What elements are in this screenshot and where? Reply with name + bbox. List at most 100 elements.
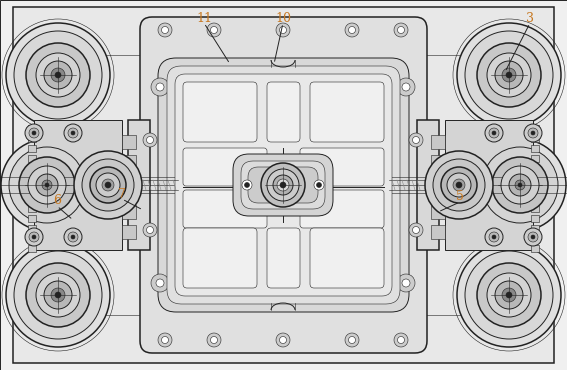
- Circle shape: [518, 183, 522, 187]
- Bar: [28, 245, 36, 252]
- Circle shape: [32, 235, 36, 239]
- Bar: [531, 145, 539, 152]
- Circle shape: [151, 274, 169, 292]
- Circle shape: [51, 288, 65, 302]
- Circle shape: [102, 179, 114, 191]
- Circle shape: [162, 27, 168, 34]
- Bar: [28, 235, 36, 242]
- Text: 7: 7: [118, 188, 126, 201]
- Circle shape: [485, 228, 503, 246]
- FancyBboxPatch shape: [167, 66, 400, 304]
- FancyBboxPatch shape: [267, 82, 300, 142]
- Circle shape: [487, 273, 531, 317]
- Bar: [122, 135, 136, 149]
- Circle shape: [36, 53, 80, 97]
- Bar: [28, 165, 36, 172]
- Circle shape: [44, 281, 72, 309]
- Bar: [531, 235, 539, 242]
- Circle shape: [14, 31, 102, 119]
- Circle shape: [397, 27, 404, 34]
- Circle shape: [44, 61, 72, 89]
- Circle shape: [244, 182, 249, 188]
- Circle shape: [501, 166, 539, 204]
- Circle shape: [531, 235, 535, 239]
- Circle shape: [151, 78, 169, 96]
- Circle shape: [156, 83, 164, 91]
- Circle shape: [413, 137, 420, 144]
- Circle shape: [474, 139, 566, 231]
- Bar: [531, 225, 539, 232]
- Circle shape: [162, 336, 168, 343]
- FancyBboxPatch shape: [267, 228, 300, 288]
- Circle shape: [482, 147, 558, 223]
- Circle shape: [492, 157, 548, 213]
- Circle shape: [509, 174, 531, 196]
- Circle shape: [158, 333, 172, 347]
- Circle shape: [267, 169, 299, 201]
- Circle shape: [210, 27, 218, 34]
- Circle shape: [210, 336, 218, 343]
- Circle shape: [29, 232, 39, 242]
- Circle shape: [143, 223, 157, 237]
- Bar: [28, 125, 36, 132]
- Circle shape: [68, 128, 78, 138]
- Bar: [122, 205, 136, 219]
- Circle shape: [402, 279, 410, 287]
- Circle shape: [276, 23, 290, 37]
- Circle shape: [524, 124, 542, 142]
- Circle shape: [402, 83, 410, 91]
- FancyBboxPatch shape: [310, 82, 384, 142]
- Circle shape: [457, 23, 561, 127]
- FancyBboxPatch shape: [183, 82, 257, 142]
- Circle shape: [457, 243, 561, 347]
- Bar: [445, 120, 533, 250]
- FancyBboxPatch shape: [183, 148, 267, 186]
- Circle shape: [68, 232, 78, 242]
- Circle shape: [26, 263, 90, 327]
- Bar: [28, 225, 36, 232]
- Circle shape: [90, 167, 126, 203]
- Bar: [431, 205, 445, 219]
- Circle shape: [349, 27, 356, 34]
- Circle shape: [506, 72, 512, 78]
- Circle shape: [82, 159, 134, 211]
- Circle shape: [51, 68, 65, 82]
- Circle shape: [207, 23, 221, 37]
- Circle shape: [42, 180, 52, 190]
- Circle shape: [25, 228, 43, 246]
- Circle shape: [36, 273, 80, 317]
- Circle shape: [143, 133, 157, 147]
- Circle shape: [14, 251, 102, 339]
- Circle shape: [316, 182, 321, 188]
- Bar: [531, 205, 539, 212]
- Circle shape: [492, 131, 496, 135]
- Circle shape: [6, 23, 110, 127]
- Circle shape: [55, 292, 61, 298]
- Circle shape: [242, 180, 252, 190]
- Text: 5: 5: [456, 191, 464, 204]
- Circle shape: [492, 235, 496, 239]
- Circle shape: [6, 243, 110, 347]
- Circle shape: [433, 159, 485, 211]
- Circle shape: [32, 131, 36, 135]
- FancyBboxPatch shape: [158, 58, 409, 312]
- Bar: [34, 120, 122, 250]
- Circle shape: [425, 151, 493, 219]
- Circle shape: [71, 131, 75, 135]
- Bar: [531, 125, 539, 132]
- Circle shape: [314, 180, 324, 190]
- Circle shape: [345, 333, 359, 347]
- Circle shape: [477, 43, 541, 107]
- Circle shape: [280, 336, 286, 343]
- Circle shape: [146, 137, 154, 144]
- Text: 6: 6: [53, 195, 61, 208]
- FancyBboxPatch shape: [183, 228, 257, 288]
- Circle shape: [25, 124, 43, 142]
- Circle shape: [26, 43, 90, 107]
- Circle shape: [276, 333, 290, 347]
- Bar: [122, 155, 136, 169]
- Circle shape: [502, 288, 516, 302]
- Circle shape: [394, 333, 408, 347]
- Circle shape: [45, 183, 49, 187]
- FancyBboxPatch shape: [300, 148, 384, 186]
